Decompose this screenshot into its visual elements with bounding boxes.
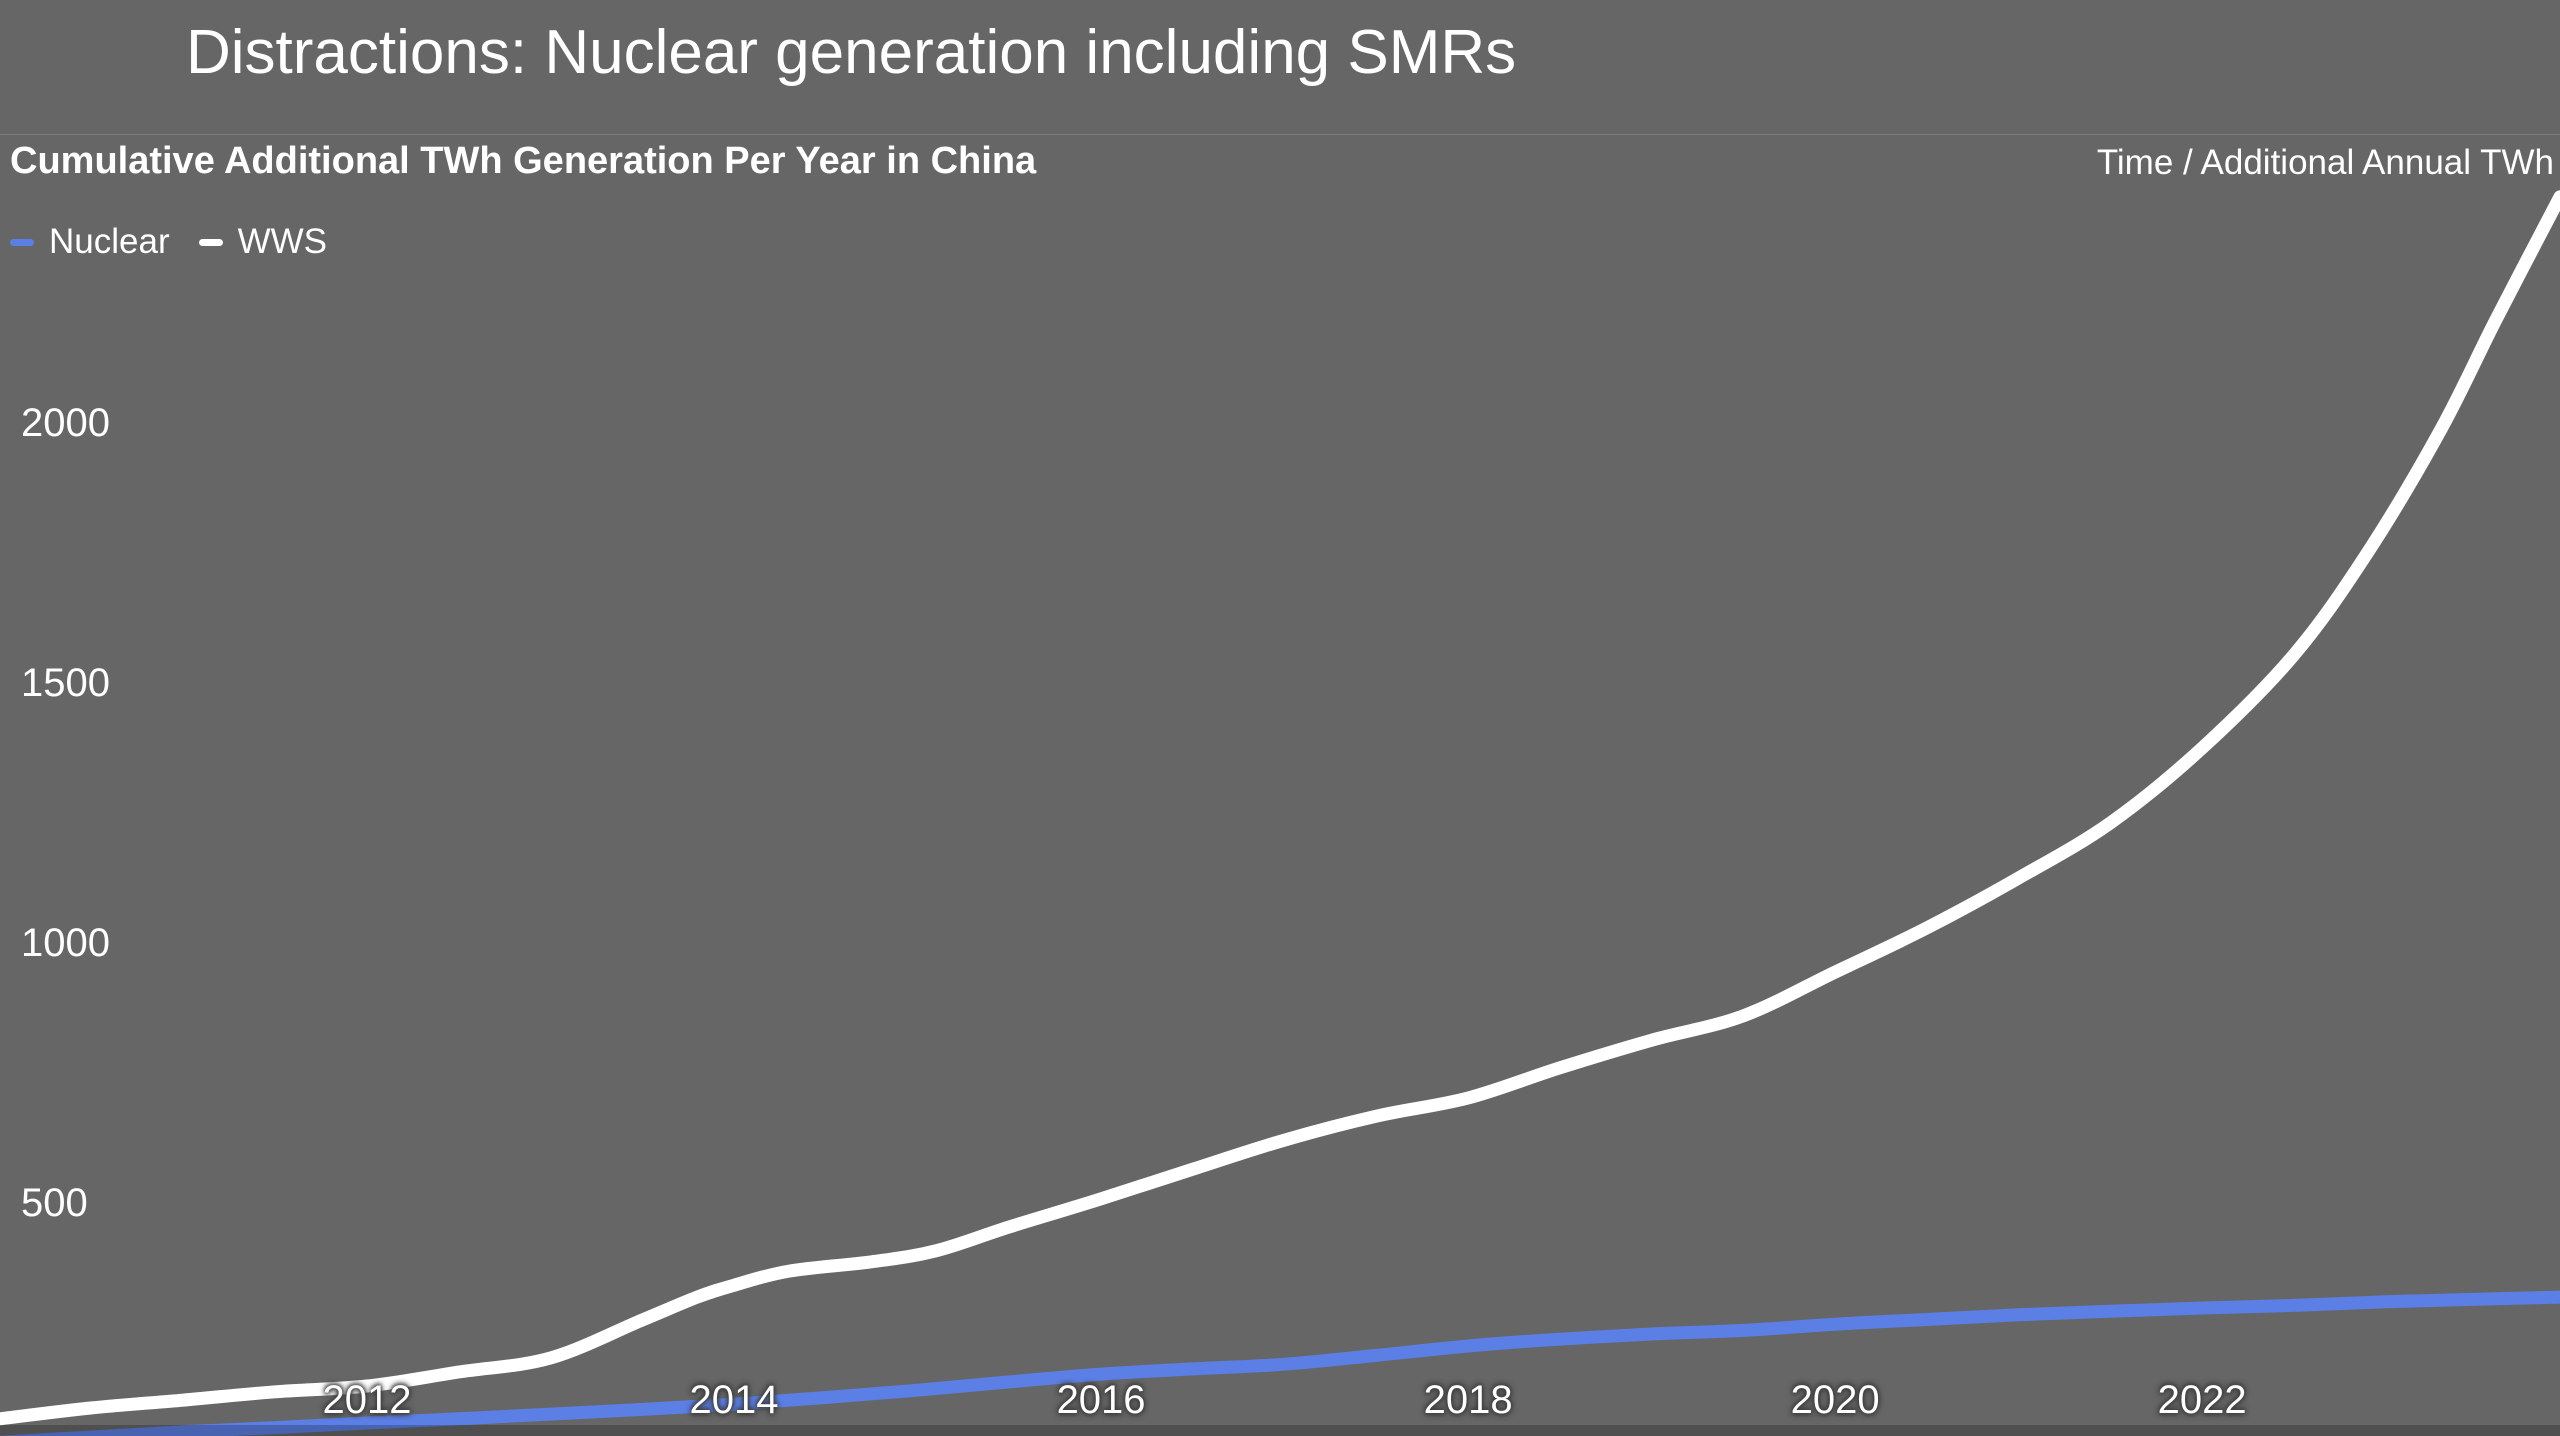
axis-note: Time / Additional Annual TWh bbox=[2096, 143, 2554, 182]
legend-label-wws: WWS bbox=[237, 222, 328, 261]
slide-title: Distractions: Nuclear generation includi… bbox=[186, 18, 1517, 87]
x-axis-label-2020: 2020 bbox=[1790, 1378, 1880, 1422]
legend-label-nuclear: Nuclear bbox=[49, 222, 170, 261]
x-axis-label-2018: 2018 bbox=[1423, 1378, 1513, 1422]
x-axis-label-2016: 2016 bbox=[1056, 1378, 1146, 1422]
x-axis-label-2022: 2022 bbox=[2157, 1378, 2247, 1422]
y-axis-label-2000: 2000 bbox=[21, 401, 110, 445]
y-axis-label-1500: 1500 bbox=[21, 661, 110, 705]
nuclear-legend-dash-icon bbox=[10, 238, 34, 246]
wws-line bbox=[0, 190, 2560, 1426]
nuclear-line bbox=[0, 1290, 2560, 1436]
y-axis-label-1000: 1000 bbox=[21, 921, 110, 965]
chart-legend: Nuclear WWS bbox=[10, 222, 327, 262]
x-axis-label-2012: 2012 bbox=[322, 1378, 412, 1422]
wws-legend-dash-icon bbox=[198, 238, 223, 246]
x-axis-label-2014: 2014 bbox=[689, 1378, 779, 1422]
chart-title: Cumulative Additional TWh Generation Per… bbox=[10, 140, 1037, 182]
title-divider bbox=[0, 134, 2560, 135]
chart-header: Cumulative Additional TWh Generation Per… bbox=[10, 140, 2554, 183]
y-axis-label-500: 500 bbox=[21, 1181, 88, 1225]
bottom-vignette bbox=[0, 1425, 2560, 1436]
